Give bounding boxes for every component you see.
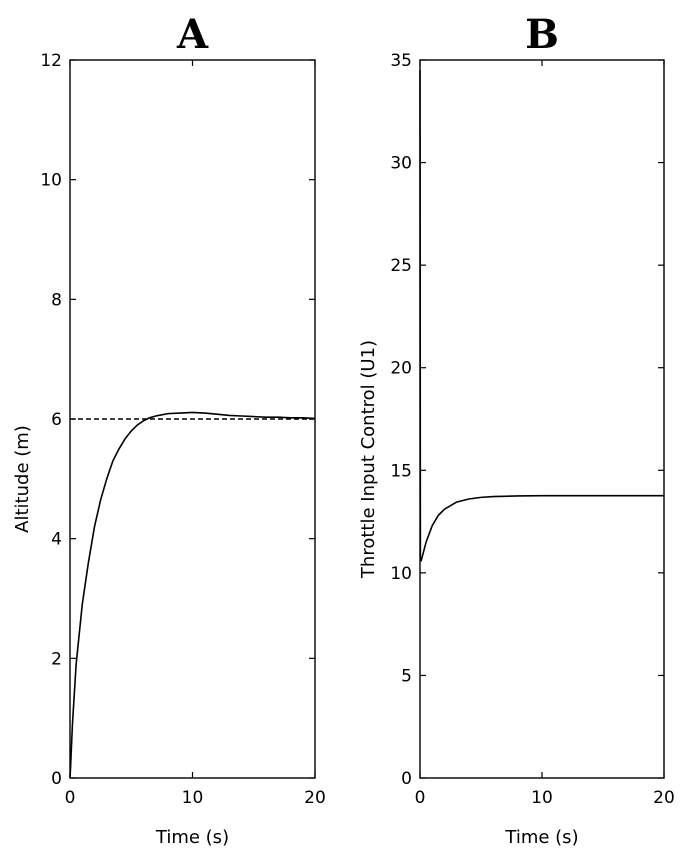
panel-b-ylabel: Throttle Input Control (U1) <box>358 340 379 579</box>
panel-b-xtick-label: 10 <box>531 788 553 808</box>
panel-b-ytick-label: 0 <box>401 769 412 789</box>
panel-a-ytick-label: 6 <box>51 410 62 430</box>
panel-b-series-line <box>419 70 664 562</box>
panel-b-xtick-label: 20 <box>653 788 675 808</box>
panel-b-ytick-label: 5 <box>401 666 412 686</box>
panel-a-ytick-label: 8 <box>51 290 62 310</box>
panel-a-xlabel: Time (s) <box>155 827 229 848</box>
panel-a-ytick-label: 2 <box>51 649 62 669</box>
panel-a-ytick-label: 4 <box>51 530 62 550</box>
panel-a-xtick-label: 0 <box>65 788 76 808</box>
panel-b-ytick-label: 20 <box>390 359 412 379</box>
panel-b-axes-frame <box>419 59 665 779</box>
panel-a-title: A <box>176 11 209 58</box>
panel-b-ytick-label: 10 <box>390 564 412 584</box>
panel-a-ytick-label: 0 <box>51 769 62 789</box>
panel-b-ytick-label: 25 <box>390 256 412 276</box>
panel-b-ytick-label: 30 <box>390 154 412 174</box>
panel-a-ytick-label: 10 <box>40 171 62 191</box>
panel-b-title: B <box>525 11 559 58</box>
panel-b-xlabel: Time (s) <box>504 827 578 848</box>
panel-b: 0 5 10 15 20 25 30 35 0 10 20 B Time (s) Throttle Inp… <box>358 11 675 848</box>
panel-a-ylabel: Altitude (m) <box>12 425 33 533</box>
panel-a-ytick-label: 12 <box>40 51 62 71</box>
panel-a: 0 2 4 6 8 10 12 0 10 20 A Time (s) Altitude (m) <box>12 11 326 848</box>
panel-b-ytick-label: 35 <box>390 51 412 71</box>
panel-b-ytick-label: 15 <box>390 461 412 481</box>
panel-b-xtick-label: 0 <box>415 788 426 808</box>
panel-a-xtick-label: 20 <box>304 788 326 808</box>
panel-a-xtick-label: 10 <box>182 788 204 808</box>
panel-a-series-line <box>69 411 316 779</box>
